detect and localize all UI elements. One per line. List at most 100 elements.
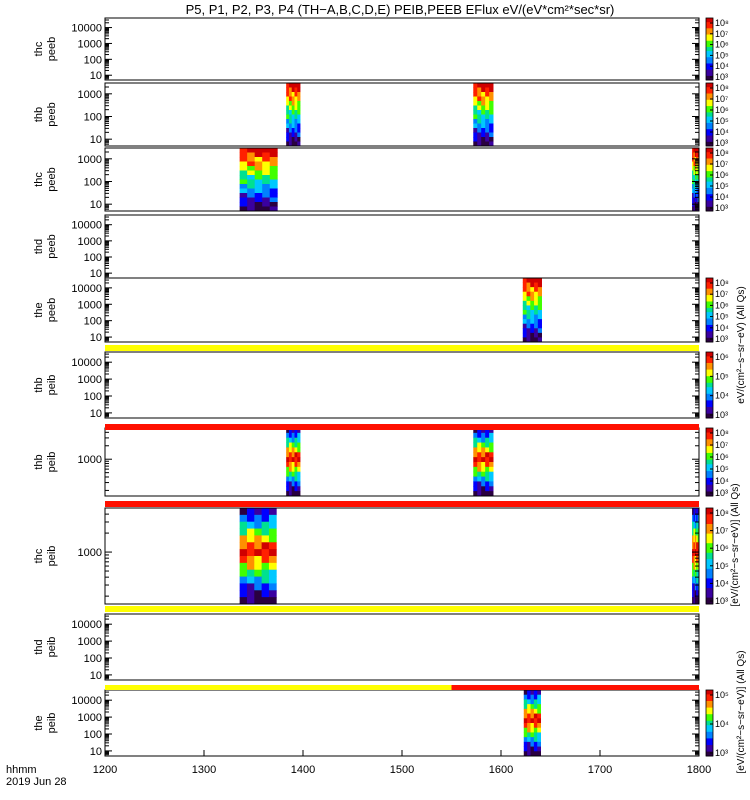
spectrogram-cell <box>247 184 256 189</box>
spectrogram-cell <box>247 179 256 185</box>
colorbar-cell <box>706 568 713 573</box>
spectrogram-cell <box>269 157 278 162</box>
colorbar-cell <box>706 280 713 283</box>
panel-product-label: peeb <box>46 298 58 322</box>
spectrogram-cell <box>533 713 538 719</box>
spectrogram-cell <box>530 699 535 705</box>
status-bar <box>105 685 699 690</box>
spectrogram-cell <box>297 87 301 93</box>
spectrogram-cell <box>288 87 293 93</box>
spectrogram-cell <box>291 476 295 482</box>
colorbar-cell <box>706 99 713 103</box>
spectrogram-cell <box>693 597 696 605</box>
colorbar-cell <box>706 120 713 124</box>
spectrogram-cell <box>696 197 699 203</box>
plot-frame <box>104 277 700 343</box>
colorbar-cell <box>706 455 713 458</box>
spectrogram-cell <box>534 310 539 315</box>
colorbar-tick-label: 10⁶ <box>715 300 729 310</box>
y-tick-label: 10000 <box>71 23 102 35</box>
y-tick-label: 10 <box>90 408 102 420</box>
colorbar-cell <box>706 288 713 292</box>
colorbar-cell <box>706 106 713 109</box>
spectrogram-cell <box>477 132 482 138</box>
spectrogram-cell <box>247 202 256 207</box>
colorbar-cell <box>706 53 713 56</box>
y-tick-label: 100 <box>84 391 102 403</box>
spectrogram-cell <box>286 457 290 463</box>
plot-background <box>105 278 699 342</box>
colorbar-tick-label: 10⁵ <box>715 181 729 191</box>
spectrogram-cell <box>693 583 696 591</box>
y-tick-label: 10 <box>90 332 102 344</box>
colorbar-cell <box>706 320 713 324</box>
spectrogram-cell <box>286 442 290 448</box>
spectrogram-cell <box>533 727 538 733</box>
colorbar-cell <box>706 51 713 54</box>
spectrogram-cell <box>288 123 293 129</box>
y-tick-label: 10 <box>90 134 102 146</box>
colorbar-cell <box>706 727 713 731</box>
spectrogram-cell <box>692 542 694 550</box>
colorbar-cell <box>706 162 713 166</box>
colorbar-cell <box>706 292 713 296</box>
spectrogram-cell <box>268 514 277 523</box>
spectrogram-cell <box>254 521 263 529</box>
spectrogram-cell <box>261 528 270 536</box>
colorbar-frame <box>705 17 714 81</box>
panel-probe-label: thc <box>33 548 45 563</box>
colorbar-cell <box>706 546 713 551</box>
spectrogram-cell <box>485 486 490 492</box>
spectrogram-cell <box>286 101 290 106</box>
spectrogram-cell <box>477 432 482 439</box>
spectrogram-cell <box>269 206 278 212</box>
colorbar-cell <box>706 369 713 373</box>
spectrogram-cell <box>522 337 527 343</box>
spectrogram-cell <box>481 457 486 463</box>
colorbar-cell <box>706 729 713 733</box>
spectrogram-cell <box>696 549 699 557</box>
spectrogram-cell <box>696 556 699 564</box>
colorbar-cell <box>706 690 713 693</box>
spectrogram-cell <box>694 166 697 171</box>
spectrogram-cell <box>527 732 531 738</box>
colorbar-cell <box>706 32 713 36</box>
spectrogram-cell <box>522 278 527 283</box>
spectrogram-cell <box>537 741 541 747</box>
spectrogram-cell <box>523 727 528 733</box>
panel-thd-peib: 10 100 1000 10000 thd peib <box>33 613 700 682</box>
spectrogram-cell <box>481 87 486 93</box>
spectrogram-cell <box>694 175 697 180</box>
colorbar-tick-label: 10⁴ <box>715 323 729 333</box>
spectrogram-cell <box>694 549 697 557</box>
spectrogram-cell <box>291 123 295 129</box>
colorbar-cell <box>706 312 713 315</box>
spectrogram-cell <box>291 101 295 106</box>
spectrogram-cell <box>254 569 263 577</box>
colorbar-frame <box>705 147 714 212</box>
spectrogram-cell <box>239 152 248 158</box>
spectrogram-cell <box>473 110 478 115</box>
colorbar-cell <box>706 367 713 371</box>
spectrogram-cell <box>268 569 277 577</box>
spectrogram-cell <box>693 193 696 198</box>
spectrogram-cell <box>533 737 538 743</box>
spectrogram-cell <box>534 323 539 329</box>
colorbar-tick-label: 10⁶ <box>715 352 729 362</box>
spectrogram-cell <box>693 528 696 536</box>
colorbar-cell <box>706 297 713 300</box>
spectrogram-cell <box>692 175 694 180</box>
x-tick-label: 1600 <box>489 764 513 776</box>
spectrogram-cell <box>694 521 697 529</box>
spectrogram-cell <box>534 319 539 325</box>
spectrogram-cell <box>526 323 531 329</box>
spectrogram-cell <box>291 447 295 453</box>
spectrogram-cell <box>262 202 271 207</box>
spectrogram-cell <box>537 305 542 311</box>
spectrogram-cell <box>239 569 248 577</box>
colorbar-cell <box>706 520 713 525</box>
y-tick-label: 1000 <box>78 454 102 466</box>
spectrogram-cell <box>481 132 486 138</box>
spectrogram-cell <box>694 590 697 598</box>
